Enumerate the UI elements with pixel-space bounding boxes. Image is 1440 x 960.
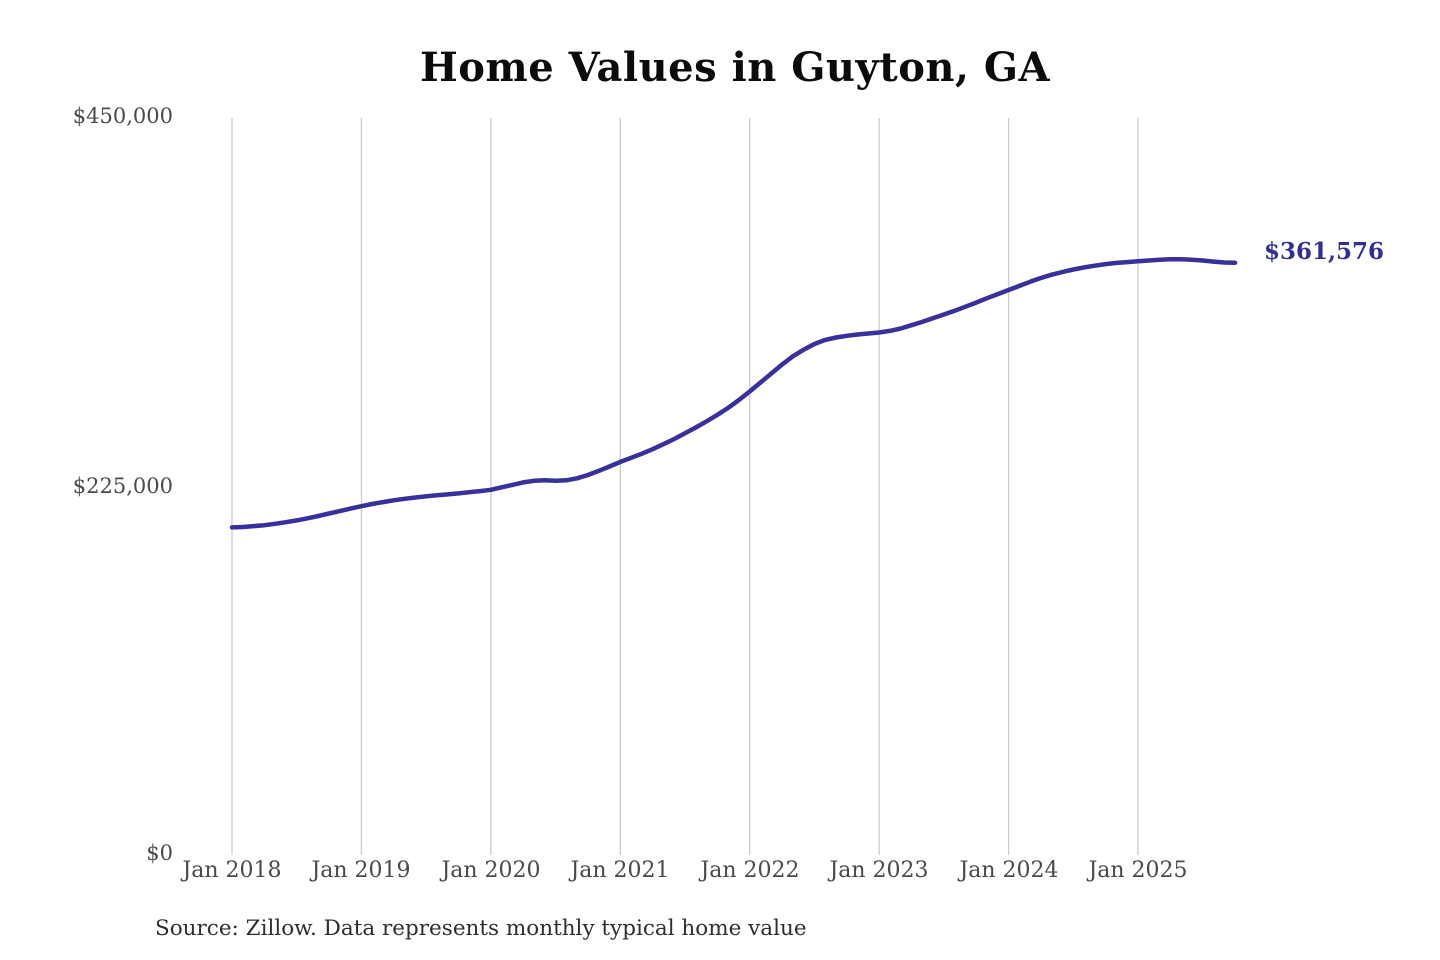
- end-value-label: $361,576: [1264, 238, 1385, 265]
- x-tick-label: Jan 2020: [441, 858, 541, 883]
- x-tick-label: Jan 2019: [311, 858, 411, 883]
- series-line: [229, 256, 1238, 530]
- y-tick-label: $225,000: [72, 474, 173, 498]
- x-tick-label: Jan 2024: [959, 858, 1059, 883]
- x-tick-label: Jan 2022: [700, 858, 800, 883]
- x-tick-label: Jan 2018: [182, 858, 282, 883]
- x-tick-label: Jan 2021: [570, 858, 670, 883]
- x-tick-label: Jan 2025: [1088, 858, 1188, 883]
- chart-title: Home Values in Guyton, GA: [419, 44, 1051, 91]
- x-tick-label: Jan 2023: [829, 858, 929, 883]
- y-tick-label: $450,000: [72, 104, 173, 128]
- source-note: Source: Zillow. Data represents monthly …: [155, 916, 807, 941]
- y-tick-label: $0: [146, 841, 173, 865]
- gridlines: [231, 118, 1139, 855]
